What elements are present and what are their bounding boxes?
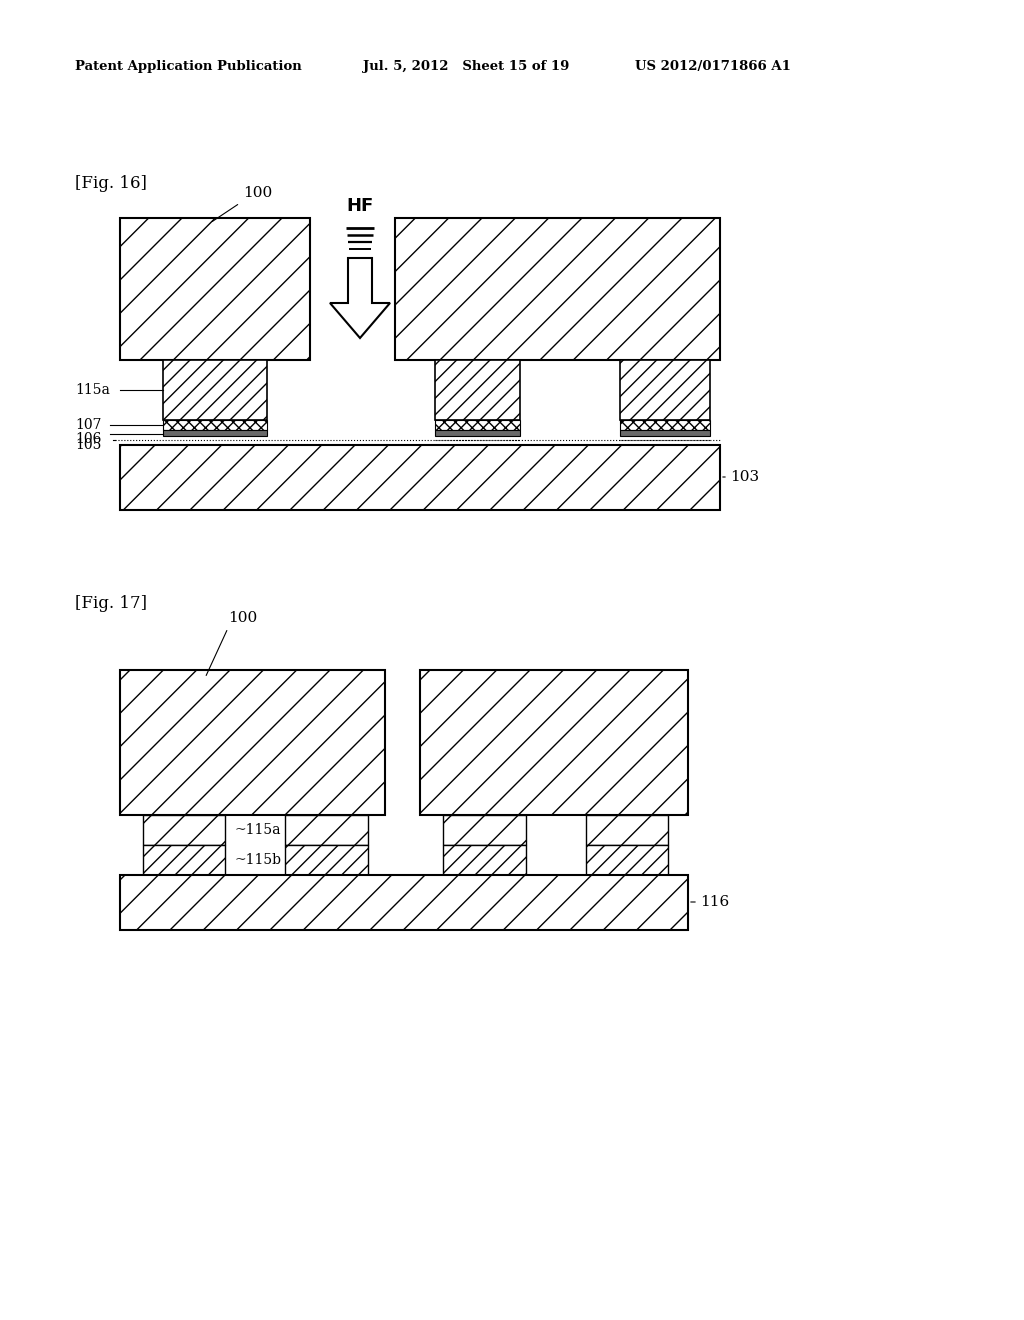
Bar (285, 814, 368, 845)
Bar (435, 360, 520, 420)
Bar (120, 875, 688, 931)
Bar (586, 814, 668, 845)
Text: 100: 100 (228, 611, 257, 624)
Bar (620, 360, 710, 420)
Text: 116: 116 (700, 895, 729, 909)
Text: [Fig. 17]: [Fig. 17] (75, 595, 147, 612)
Bar (435, 430, 520, 436)
Bar (395, 218, 720, 360)
Text: [Fig. 16]: [Fig. 16] (75, 176, 146, 191)
Bar (143, 845, 225, 875)
Bar (620, 430, 710, 436)
Text: ~115b: ~115b (234, 853, 282, 867)
Bar (163, 360, 267, 420)
Bar (443, 814, 526, 845)
Text: 103: 103 (730, 470, 759, 484)
Bar (120, 445, 720, 510)
Text: ~115a: ~115a (234, 822, 282, 837)
Bar (120, 218, 310, 360)
Bar (120, 671, 385, 814)
Text: 115a: 115a (75, 383, 110, 397)
Text: 100: 100 (243, 186, 272, 201)
Bar (443, 845, 526, 875)
Bar (163, 430, 267, 436)
Bar (586, 845, 668, 875)
Text: Jul. 5, 2012   Sheet 15 of 19: Jul. 5, 2012 Sheet 15 of 19 (362, 59, 569, 73)
Text: Patent Application Publication: Patent Application Publication (75, 59, 302, 73)
Bar (163, 420, 267, 430)
Bar (435, 420, 520, 430)
Text: 105: 105 (75, 438, 101, 451)
Text: HF: HF (346, 197, 374, 215)
Bar (143, 814, 225, 845)
Bar (285, 845, 368, 875)
Polygon shape (330, 257, 390, 338)
Text: 106: 106 (75, 432, 101, 446)
Bar (620, 420, 710, 430)
Text: US 2012/0171866 A1: US 2012/0171866 A1 (635, 59, 791, 73)
Text: 107: 107 (75, 418, 101, 432)
Bar (420, 671, 688, 814)
